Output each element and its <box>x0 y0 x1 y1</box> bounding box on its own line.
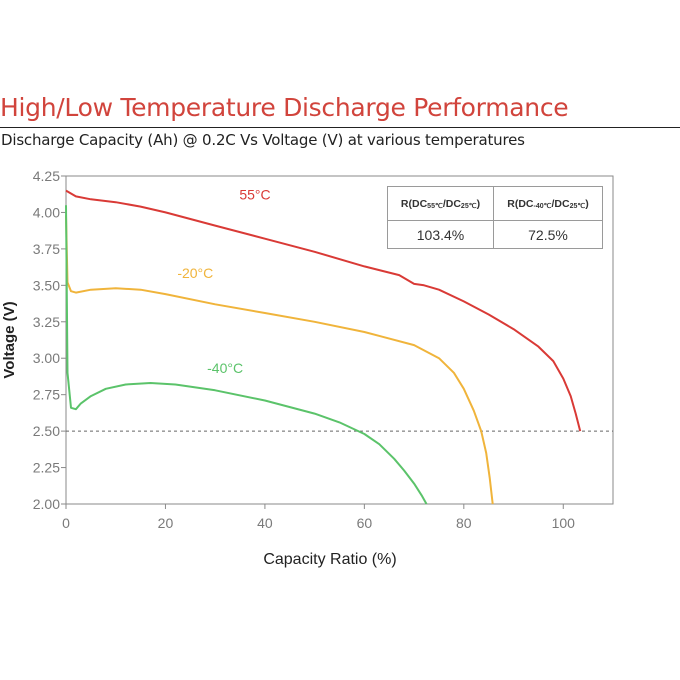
y-tick-label: 4.00 <box>33 204 60 220</box>
x-axis-title: Capacity Ratio (%) <box>263 551 396 568</box>
title-divider <box>0 127 680 128</box>
y-tick-label: 3.50 <box>33 277 60 293</box>
page-title: High/Low Temperature Discharge Performan… <box>0 93 569 122</box>
y-tick-label: 2.25 <box>33 460 60 476</box>
discharge-chart: 2.00 2.25 2.50 2.75 3.00 3.25 3.50 3.75 4.00 4.25… <box>1 168 614 568</box>
ratio-value-55c: 103.4% <box>387 220 494 249</box>
x-tick-label: 0 <box>62 515 70 531</box>
capacity-ratio-table: R(DC55℃/DC25℃) R(DC-40℃/DC25℃) 103.4% 72… <box>387 186 603 249</box>
x-tick-label: 80 <box>456 515 472 531</box>
ratio-value-minus40c: 72.5% <box>493 220 603 249</box>
y-tick-label: 2.50 <box>33 423 60 439</box>
x-tick-label: 20 <box>158 515 174 531</box>
y-tick-label: 3.75 <box>33 241 60 257</box>
x-tick-label: 60 <box>357 515 373 531</box>
series-label: -20°C <box>177 265 213 281</box>
series-line <box>65 189 582 432</box>
series-line <box>65 215 494 505</box>
series-label: -40°C <box>207 360 243 376</box>
y-tick-label: 3.25 <box>33 314 60 330</box>
y-tick-label: 2.75 <box>33 387 60 403</box>
plot-frame <box>65 175 614 505</box>
y-axis-title: Voltage (V) <box>1 301 18 378</box>
ratio-table-value-row: 103.4% 72.5% <box>387 220 603 249</box>
x-tick-label: 40 <box>257 515 273 531</box>
ratio-header-minus40c: R(DC-40℃/DC25℃) <box>493 186 603 221</box>
y-tick-label: 2.00 <box>33 496 60 512</box>
series-label: 55°C <box>239 186 270 202</box>
ratio-table-header-row: R(DC55℃/DC25℃) R(DC-40℃/DC25℃) <box>387 186 603 221</box>
y-tick-label: 3.00 <box>33 350 60 366</box>
y-tick-label: 4.25 <box>33 168 60 184</box>
x-tick-label: 100 <box>552 515 576 531</box>
ratio-header-55c: R(DC55℃/DC25℃) <box>387 186 494 221</box>
page-subtitle: Discharge Capacity (Ah) @ 0.2C Vs Voltag… <box>1 131 525 149</box>
series-line <box>65 205 428 505</box>
